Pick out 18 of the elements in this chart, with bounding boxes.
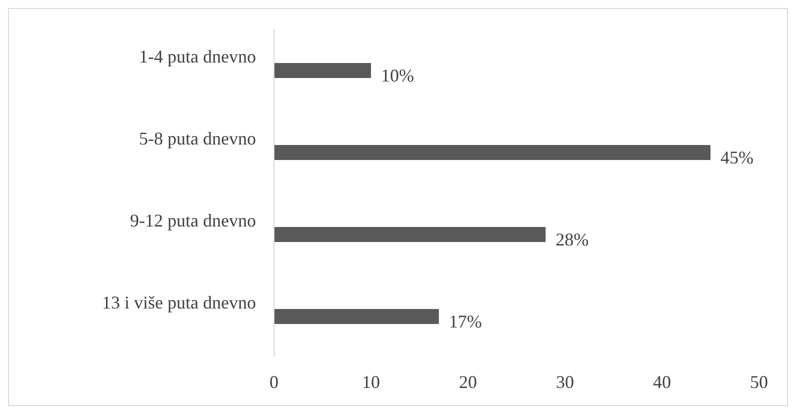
x-tick-label: 30 — [556, 372, 574, 392]
y-tick-label: 9-12 puta dnevno — [130, 210, 256, 230]
data-label: 45% — [720, 148, 754, 168]
x-tick-label: 40 — [653, 372, 671, 392]
bar — [274, 145, 710, 160]
bar — [274, 309, 439, 324]
y-tick-label: 1-4 puta dnevno — [139, 46, 256, 66]
x-tick-label: 20 — [459, 372, 477, 392]
y-tick-label: 5-8 puta dnevno — [139, 128, 256, 148]
bar — [274, 227, 546, 242]
x-tick-label: 10 — [362, 372, 380, 392]
y-tick-label: 13 i više puta dnevno — [102, 292, 256, 312]
x-tick-label: 0 — [270, 372, 278, 392]
x-tick-label: 50 — [750, 372, 768, 392]
bar — [274, 63, 371, 78]
data-label: 17% — [448, 312, 482, 332]
data-label: 28% — [556, 230, 589, 250]
data-label: 10% — [381, 66, 414, 86]
